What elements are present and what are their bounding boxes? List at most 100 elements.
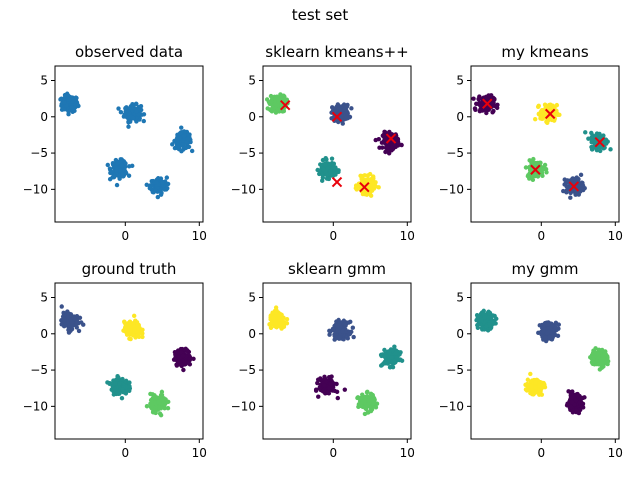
data-point (153, 410, 158, 416)
data-point (365, 173, 371, 178)
data-point (553, 112, 559, 117)
data-point (342, 387, 348, 392)
data-point (186, 144, 192, 150)
data-point (66, 97, 72, 102)
data-point (74, 320, 79, 326)
data-point (331, 327, 336, 333)
data-point (370, 392, 375, 398)
data-point (360, 191, 366, 197)
data-point (533, 162, 539, 167)
points-layer (59, 304, 196, 418)
data-point (580, 183, 586, 188)
data-point (576, 176, 581, 182)
data-point (172, 349, 178, 355)
data-point (144, 404, 150, 409)
data-point (331, 162, 336, 167)
data-point (373, 405, 379, 410)
data-point (112, 386, 118, 392)
data-point (61, 100, 67, 105)
data-point (538, 160, 543, 166)
axes-frame (470, 65, 620, 223)
data-point (130, 163, 135, 169)
figure-title: test set (291, 6, 349, 24)
data-point (131, 322, 136, 328)
data-point (173, 357, 178, 362)
data-point (351, 334, 356, 340)
data-point (597, 367, 603, 372)
data-point (549, 117, 555, 123)
x-tick-label: 0 (537, 229, 545, 243)
data-point (349, 106, 354, 111)
data-point (543, 335, 548, 341)
data-point (119, 163, 125, 168)
data-point (58, 97, 63, 102)
data-point (373, 180, 378, 185)
data-point (338, 108, 343, 114)
data-point (330, 106, 336, 111)
centroid-marker (544, 108, 556, 120)
data-point (114, 167, 119, 173)
data-point (397, 352, 402, 357)
data-point (284, 97, 290, 102)
data-point (326, 176, 332, 182)
data-point (328, 382, 333, 387)
data-point (491, 100, 496, 105)
data-point (76, 328, 82, 334)
data-point (70, 99, 76, 105)
data-point (313, 388, 319, 393)
data-point (597, 145, 603, 150)
data-point (329, 156, 335, 161)
data-point (148, 391, 153, 397)
data-point (393, 350, 398, 356)
data-point (525, 173, 531, 179)
data-point (141, 118, 146, 124)
subplot-title: sklearn kmeans++ (265, 43, 408, 61)
data-point (532, 116, 538, 122)
data-point (191, 356, 196, 361)
data-point (562, 182, 567, 187)
data-point (61, 97, 66, 102)
data-point (113, 381, 118, 386)
data-point (131, 313, 137, 319)
data-point (471, 96, 476, 101)
data-point (322, 383, 327, 388)
data-point (321, 167, 326, 172)
data-point (592, 348, 597, 354)
centroid-marker (359, 181, 370, 193)
centroid-marker (530, 164, 541, 175)
y-tick-label: −5 (30, 363, 48, 377)
data-point (568, 404, 574, 410)
data-point (130, 333, 136, 338)
data-point (358, 403, 364, 408)
subplot: sklearn kmeans++ 0 10 5 0 −5 −10 (231, 43, 415, 243)
subplot-title: my kmeans (501, 43, 588, 61)
data-point (136, 334, 142, 339)
data-point (179, 125, 184, 130)
data-point (120, 171, 125, 177)
data-point (124, 328, 129, 334)
data-point (345, 336, 350, 341)
data-point (523, 165, 529, 170)
data-point (328, 169, 333, 175)
data-point (380, 145, 385, 150)
data-point (381, 134, 387, 139)
data-point (327, 385, 332, 391)
y-tick-label: 0 (40, 327, 48, 341)
data-point (120, 376, 125, 382)
data-point (157, 411, 163, 416)
data-point (494, 105, 500, 111)
data-point (118, 110, 124, 115)
data-point (315, 380, 320, 386)
x-tick-label: 0 (121, 446, 129, 460)
data-point (537, 166, 543, 171)
x-tick-label: 10 (192, 446, 207, 460)
data-point (527, 158, 532, 163)
data-point (61, 107, 66, 112)
data-point (392, 358, 397, 364)
data-point (385, 145, 390, 150)
data-point (482, 315, 487, 320)
data-point (399, 142, 404, 148)
y-tick-label: −5 (446, 363, 464, 377)
data-point (604, 360, 609, 366)
data-point (130, 115, 136, 121)
